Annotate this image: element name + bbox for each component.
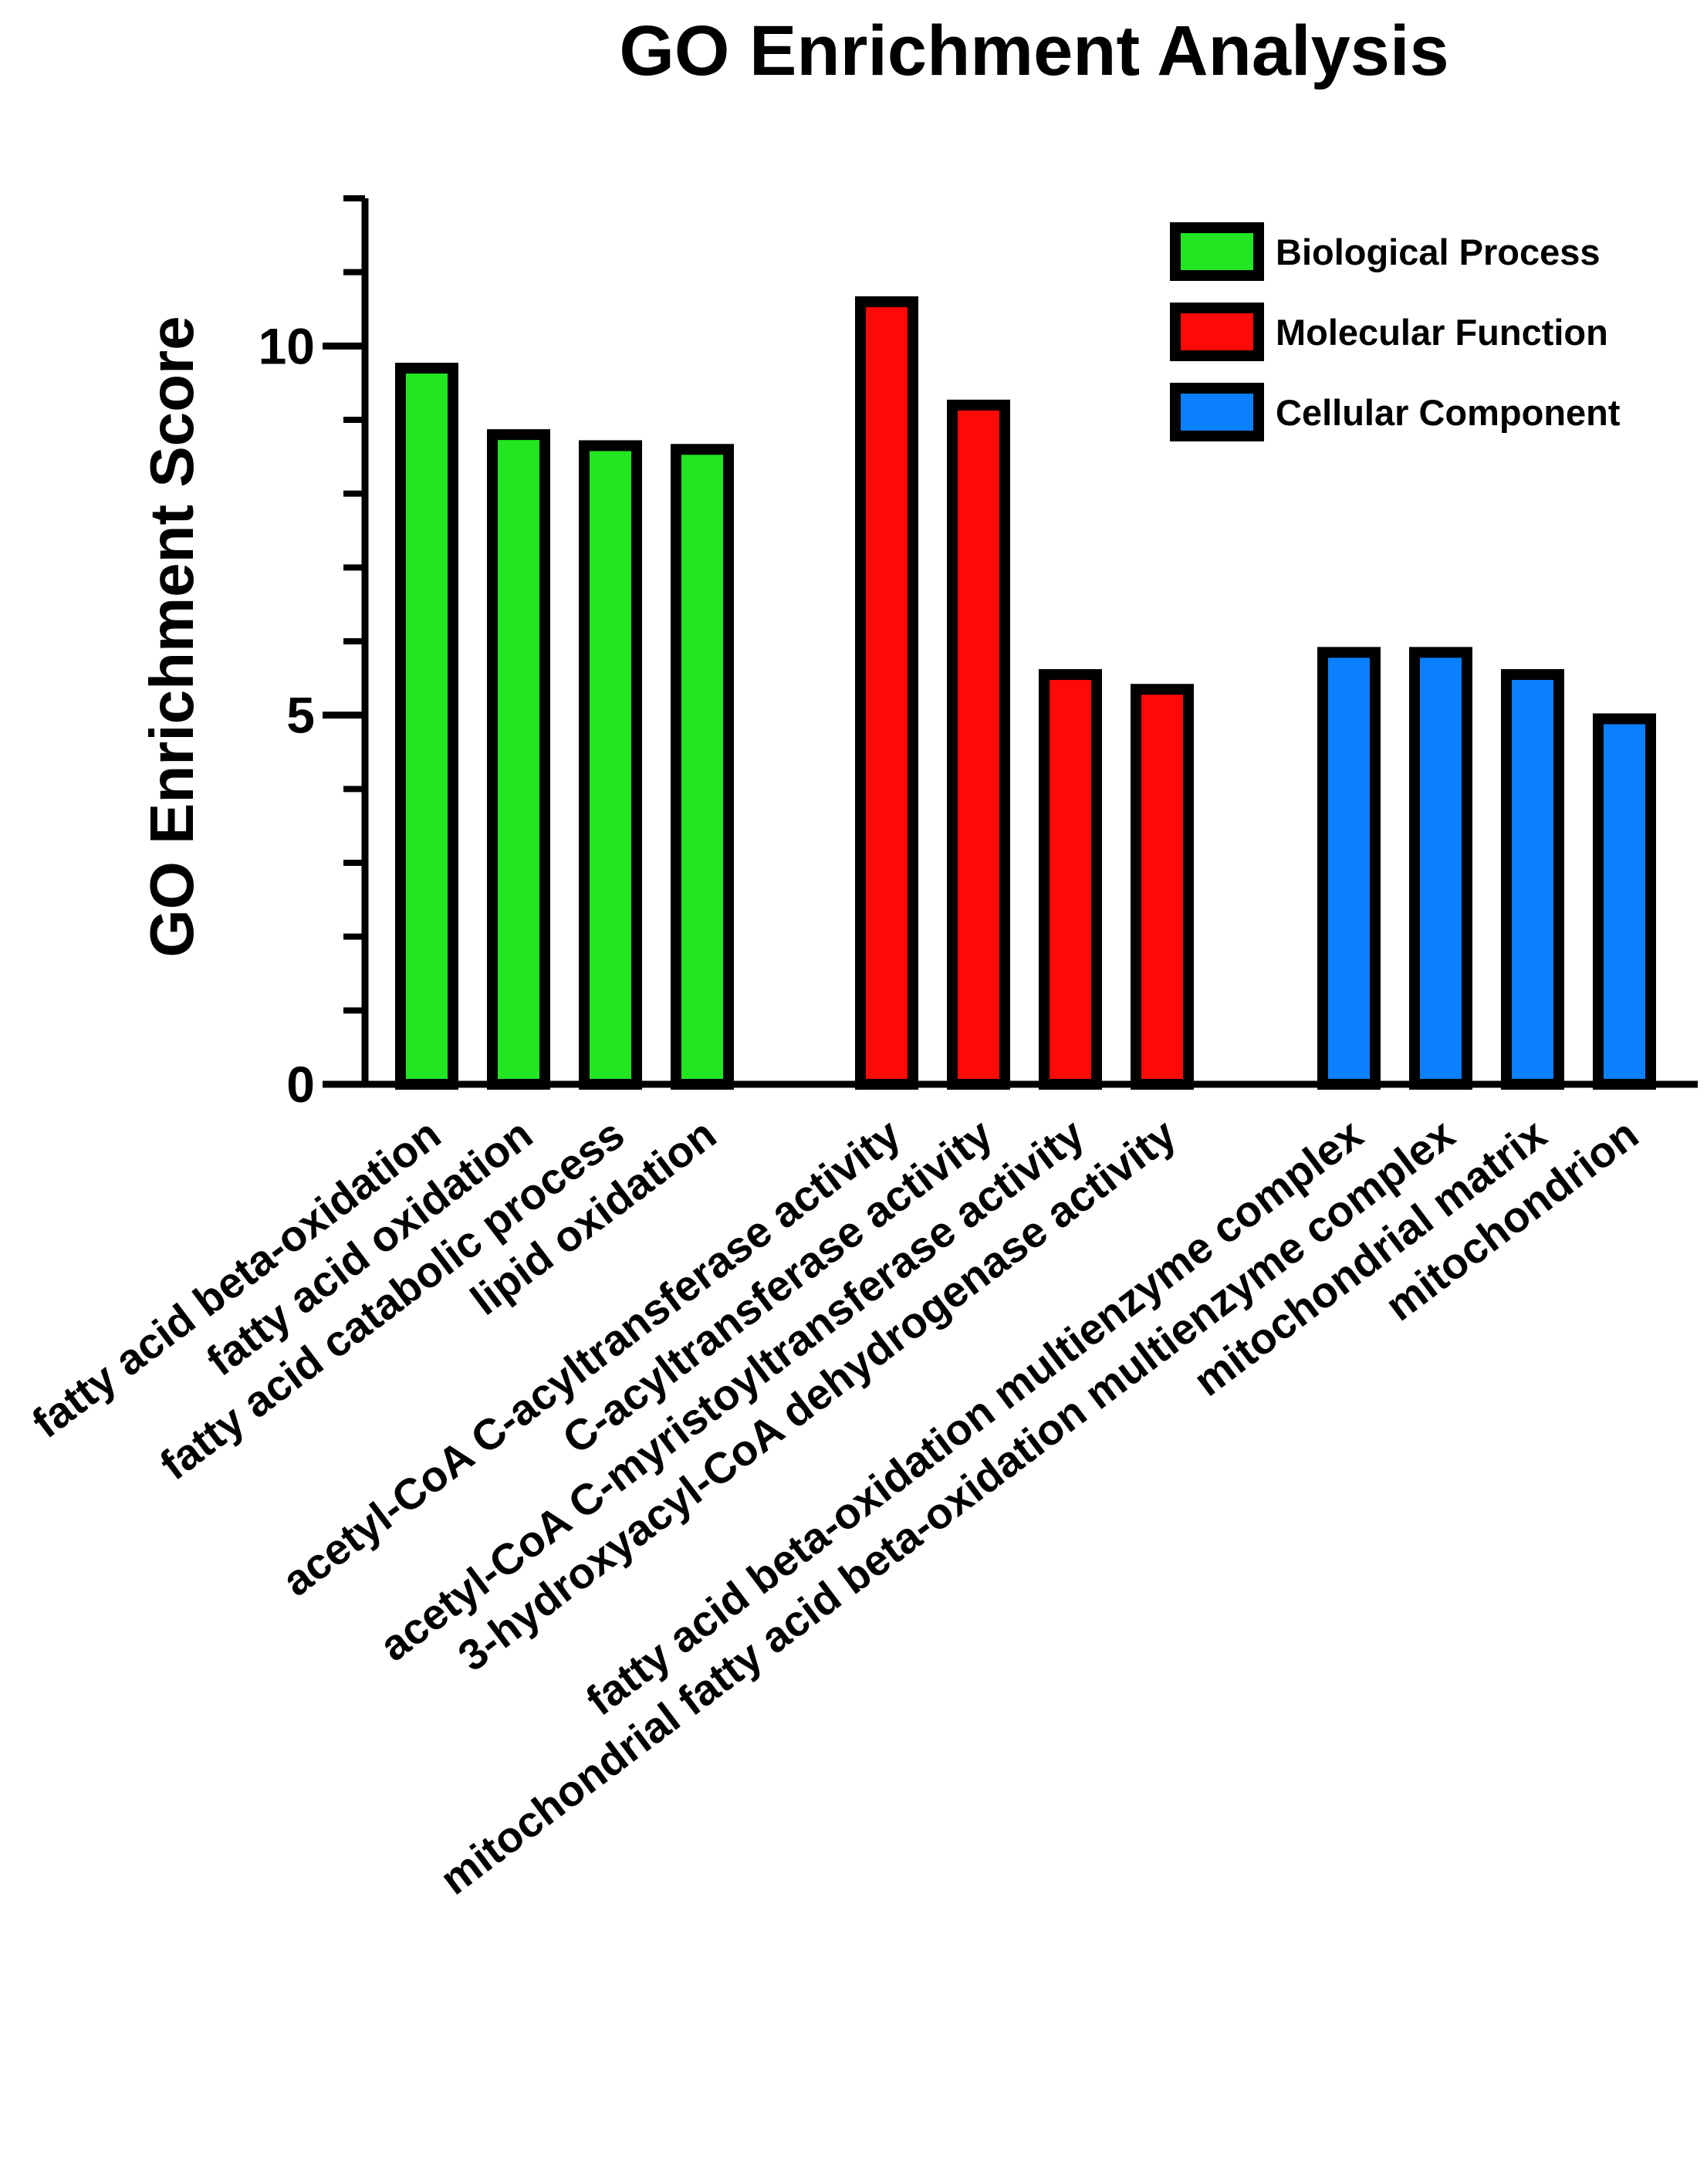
bar-7 bbox=[1039, 669, 1102, 1090]
bar-6 bbox=[947, 399, 1010, 1090]
legend-label-3: Cellular Component bbox=[1276, 392, 1621, 433]
bar-2 bbox=[487, 429, 550, 1090]
legend-label-1: Biological Process bbox=[1276, 232, 1601, 272]
legend-label-2: Molecular Function bbox=[1276, 312, 1608, 353]
legend-swatch-1 bbox=[1170, 222, 1264, 281]
bar-9 bbox=[1317, 647, 1381, 1090]
bar-1 bbox=[395, 363, 458, 1090]
legend: Biological Process Molecular Function Cell… bbox=[1170, 222, 1621, 441]
bar-8 bbox=[1131, 684, 1194, 1090]
legend-swatch-2 bbox=[1170, 303, 1264, 361]
legend-swatch-3 bbox=[1170, 383, 1264, 441]
bar-5 bbox=[855, 296, 918, 1090]
bar-11 bbox=[1501, 669, 1564, 1090]
chart-title: GO Enrichment Analysis bbox=[619, 12, 1448, 90]
bar-10 bbox=[1409, 647, 1472, 1090]
bar-4 bbox=[671, 444, 734, 1090]
y-tick-label-2: 5 bbox=[286, 687, 315, 744]
y-axis-title: GO Enrichment Score bbox=[137, 316, 206, 957]
bar-3 bbox=[579, 440, 642, 1090]
bar-12 bbox=[1593, 713, 1656, 1090]
y-tick-label-1: 0 bbox=[286, 1056, 315, 1113]
y-tick-label-3: 10 bbox=[259, 317, 315, 374]
